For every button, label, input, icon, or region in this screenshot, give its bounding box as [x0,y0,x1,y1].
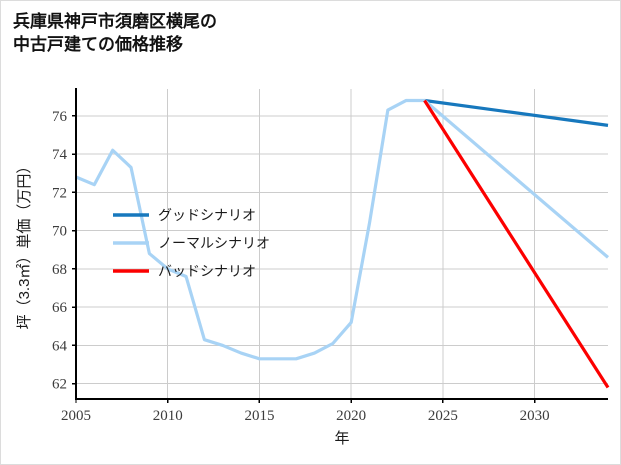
gridlines [75,89,608,399]
x-tick-label: 2020 [336,408,366,424]
axis-tick-marks [72,115,536,403]
legend-item: グッドシナリオ [113,207,256,223]
y-tick-label: 68 [52,262,67,278]
series-line-normal [75,98,610,361]
y-tick-label: 72 [52,185,67,201]
x-axis-tick-labels: 2005 2010 2015 2020 2025 2030 [61,408,550,424]
legend-item: バッドシナリオ [113,263,256,279]
x-tick-label: 2015 [244,408,274,424]
legend-label-0: グッドシナリオ [158,207,256,223]
axis-spines [74,88,608,401]
x-axis-title: 年 [334,430,349,447]
legend-item: ノーマルシナリオ [113,235,270,251]
legend-label-2: バッドシナリオ [158,263,256,279]
y-tick-label: 64 [52,338,68,354]
x-tick-label: 2025 [428,408,458,424]
y-axis-title: 坪（3.3㎡）単価（万円） [16,159,33,330]
series-line-good [424,98,609,127]
x-tick-label: 2030 [520,408,550,424]
series-line-bad [423,99,610,389]
y-tick-label: 74 [52,147,68,163]
y-tick-label: 66 [52,300,68,316]
series-lines [75,98,610,389]
chart-title: 兵庫県神戸市須磨区横尾の 中古戸建ての価格推移 [13,12,217,54]
legend-label-1: ノーマルシナリオ [158,235,270,251]
x-tick-label: 2010 [153,408,183,424]
y-tick-label: 76 [52,109,68,125]
y-axis-tick-labels: 62 64 66 68 70 72 74 76 [52,109,68,393]
y-tick-label: 62 [52,377,67,393]
y-tick-label: 70 [52,224,67,240]
x-tick-label: 2005 [61,408,91,424]
